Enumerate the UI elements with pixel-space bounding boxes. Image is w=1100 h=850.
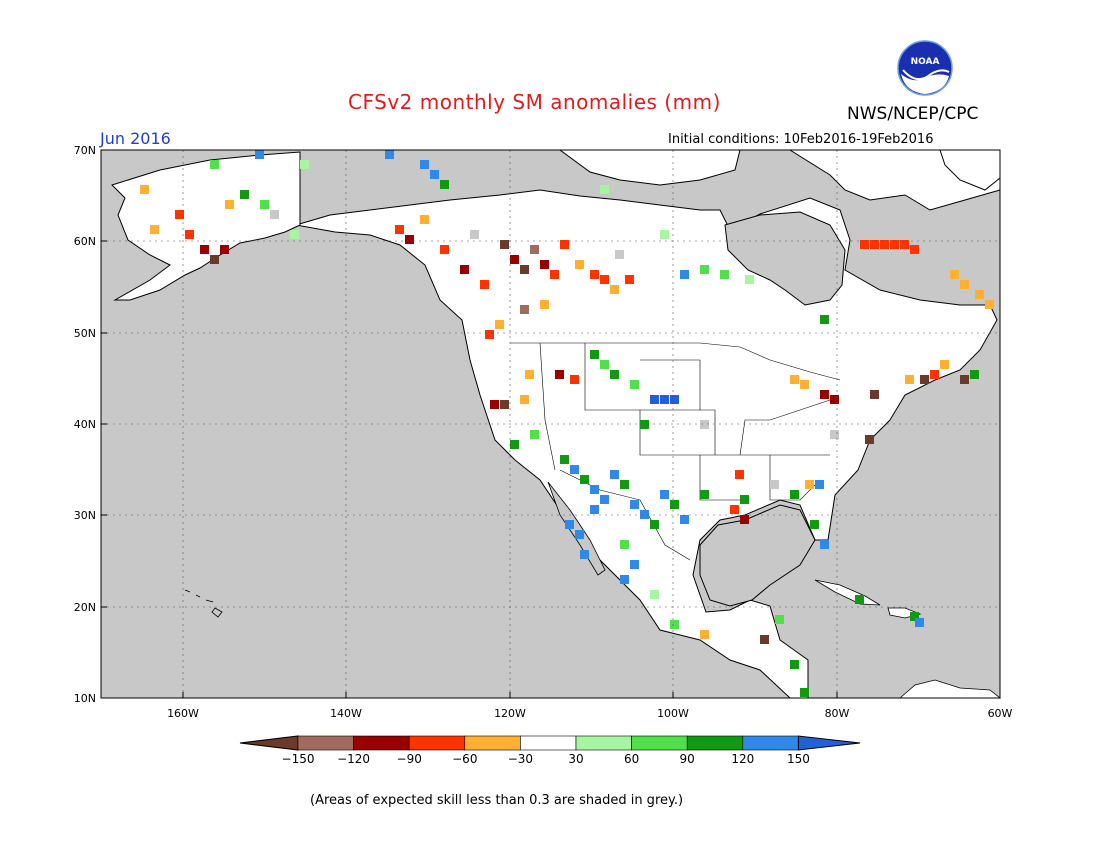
colorbar-swatch [464, 735, 521, 751]
graticule [101, 150, 1000, 698]
colorbar: −150 −120 −90 −60 −30 30 60 90 120 150 [239, 735, 861, 766]
lon-label: 60W [988, 707, 1013, 720]
valid-month-label: Jun 2016 [100, 129, 171, 148]
colorbar-tick-label: −90 [397, 752, 422, 766]
lat-label: 30N [74, 509, 96, 522]
colorbar-tick-label: −60 [452, 752, 477, 766]
colorbar-tick-label: 30 [568, 752, 583, 766]
colorbar-tick-label: 120 [731, 752, 754, 766]
hudson-bay [724, 211, 846, 306]
anomaly-field [140, 150, 994, 697]
colorbar-swatch [797, 735, 861, 751]
political-boundaries [510, 342, 841, 561]
lon-label: 100W [657, 707, 689, 720]
footnote: (Areas of expected skill less than 0.3 a… [310, 793, 684, 808]
colorbar-swatch [686, 735, 744, 751]
agency-label: NWS/NCEP/CPC [847, 104, 979, 124]
noaa-logo: NOAA [897, 40, 953, 96]
colorbar-swatch [239, 735, 299, 751]
hawaii-islands [184, 589, 223, 618]
lon-label: 160W [167, 707, 199, 720]
colorbar-swatch [742, 735, 799, 751]
colorbar-tick-label: −150 [282, 752, 315, 766]
colorbar-swatch [575, 735, 632, 751]
chart-title: CFSv2 monthly SM anomalies (mm) [348, 90, 721, 114]
lat-label: 70N [74, 144, 96, 157]
colorbar-swatch [408, 735, 466, 751]
colorbar-swatch [520, 735, 577, 751]
lon-label: 80W [825, 707, 850, 720]
lat-label: 40N [74, 418, 96, 431]
map-frame [100, 149, 1001, 699]
arctic-islands [558, 149, 741, 186]
colorbar-tick-label: −30 [508, 752, 533, 766]
lat-label: 50N [74, 327, 96, 340]
colorbar-tick-label: 60 [624, 752, 639, 766]
colorbar-tick-label: 90 [680, 752, 695, 766]
colorbar-swatch [353, 735, 410, 751]
lat-label: 60N [74, 235, 96, 248]
lon-label: 140W [330, 707, 362, 720]
colorbar-tick-label: −120 [337, 752, 370, 766]
colorbar-swatch [297, 735, 354, 751]
initial-conditions-label: Initial conditions: 10Feb2016-19Feb2016 [668, 132, 934, 147]
colorbar-tick-label: 150 [787, 752, 810, 766]
lon-label: 120W [494, 707, 526, 720]
lat-label: 20N [74, 601, 96, 614]
alaska-land [111, 151, 301, 301]
noaa-logo-text: NOAA [911, 57, 940, 67]
colorbar-swatch [631, 735, 688, 751]
lat-label: 10N [74, 692, 96, 705]
gulf-of-california [547, 481, 606, 576]
